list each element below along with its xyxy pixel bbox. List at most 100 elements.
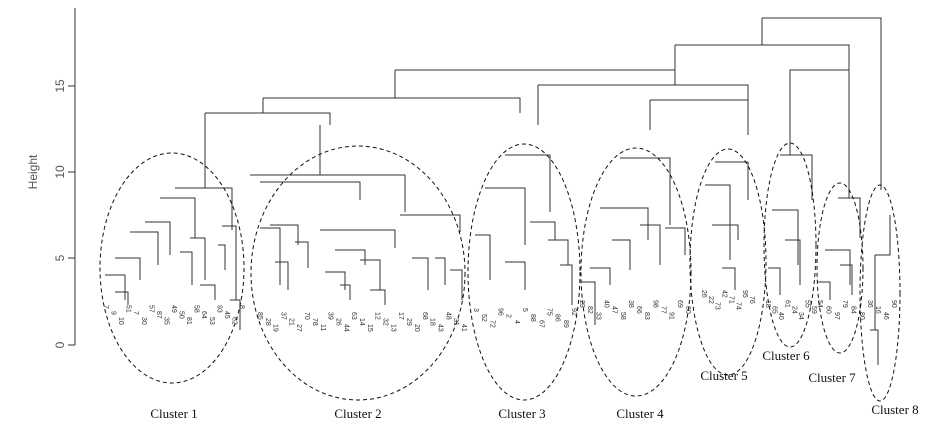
leaf-label: 72 — [488, 320, 495, 328]
leaf-label: 60 — [824, 306, 831, 314]
leaf-label: 36 — [866, 300, 873, 308]
leaf-label: 54 — [816, 300, 823, 308]
leaf-label: 41 — [460, 324, 467, 332]
leaf-label: 97 — [833, 312, 840, 320]
leaf-label: 5 — [521, 308, 528, 312]
leaf-label: 40 — [603, 300, 610, 308]
leaf-label: 50 — [178, 311, 185, 319]
cluster-3-ellipse — [467, 143, 581, 401]
cluster-7-ellipse — [816, 182, 864, 354]
leaf-label: 18 — [429, 318, 436, 326]
cluster-1-branches — [105, 187, 241, 330]
cluster-labels: Cluster 1 Cluster 2 Cluster 3 Cluster 4 … — [150, 348, 918, 421]
leaf-label: 64 — [200, 311, 207, 319]
leaf-label: 59 — [810, 306, 817, 314]
leaf-label: 68 — [421, 312, 428, 320]
cluster-1-ellipse — [99, 152, 245, 384]
leaf-label: 32 — [382, 318, 389, 326]
leaf-label: 74 — [734, 302, 741, 310]
leaf-label: 86 — [554, 314, 561, 322]
leaf-label: 22 — [707, 296, 714, 304]
cluster-8-branches — [870, 215, 891, 365]
leaf-label: 23 — [578, 300, 585, 308]
leaf-label: 57 — [147, 305, 154, 313]
y-axis-label: Height — [26, 154, 40, 189]
leaf-label: 78 — [311, 318, 318, 326]
leaf-label: 70 — [303, 312, 310, 320]
cluster-2-branches — [250, 174, 463, 305]
leaf-label: 48 — [444, 312, 451, 320]
cluster-label-1: Cluster 1 — [150, 406, 197, 421]
leaf-label: 4 — [513, 320, 520, 324]
leaf-label: 90 — [890, 300, 897, 308]
leaf-label: 52 — [480, 314, 487, 322]
cluster-label-5: Cluster 5 — [700, 368, 747, 383]
leaf-label: 11 — [319, 324, 326, 331]
leaf-label: 16 — [874, 306, 881, 314]
leaf-label: 55 — [803, 300, 810, 308]
leaf-label: 42 — [721, 290, 728, 298]
leaf-label: 51 — [125, 305, 132, 313]
leaf-label: 81 — [185, 317, 192, 325]
leaf-label: 13 — [389, 324, 396, 332]
leaf-label: 19 — [272, 324, 279, 332]
cluster-label-4: Cluster 4 — [616, 406, 664, 421]
leaf-label: 37 — [280, 312, 287, 320]
leaf-label: 38 — [627, 300, 634, 308]
leaf-label: 35 — [162, 317, 169, 325]
leaf-label: 85 — [256, 312, 263, 320]
leaf-label: 87 — [155, 311, 162, 319]
leaf-label: 26 — [335, 318, 342, 326]
leaf-label: 92 — [570, 308, 577, 316]
leaf-label: 60 — [684, 306, 691, 314]
leaf-label: 88 — [529, 314, 536, 322]
leaf-label: 77 — [660, 306, 667, 314]
leaf-label: 20 — [413, 324, 420, 332]
leaf-label: 18 — [764, 300, 771, 308]
leaf-label: 58 — [193, 305, 200, 313]
leaf-label: 73 — [714, 302, 721, 310]
leaf-label: 47 — [611, 306, 618, 314]
cluster-3-branches — [475, 154, 573, 305]
leaf-label: 3 — [472, 308, 479, 312]
leaf-label: 62 — [230, 317, 237, 325]
leaf-label: 58 — [619, 312, 626, 320]
leaf-labels: 7910517305787354950815864539345628852819… — [102, 290, 897, 332]
leaf-label: 67 — [537, 320, 544, 328]
cluster-6-ellipse — [763, 142, 817, 348]
leaf-label: 34 — [797, 312, 804, 320]
leaf-label: 14 — [358, 318, 365, 326]
cluster-6-branches — [768, 154, 813, 295]
leaf-label: 93 — [215, 305, 222, 313]
leaf-label: 84 — [850, 306, 857, 314]
y-axis: 0 5 10 15 Height — [26, 8, 76, 348]
leaf-label: 28 — [264, 318, 271, 326]
leaf-label: 46 — [882, 312, 889, 320]
leaf-label: 10 — [117, 317, 124, 325]
leaf-label: 8 — [238, 305, 245, 309]
leaf-label: 96 — [497, 308, 504, 316]
leaf-label: 95 — [741, 290, 748, 298]
y-tick-label-0: 0 — [53, 341, 67, 348]
cluster-7-branches — [818, 197, 861, 300]
cluster-4-ellipse — [580, 147, 692, 397]
leaf-label: 24 — [790, 306, 797, 314]
leaf-label: 61 — [784, 300, 791, 308]
cluster-8-ellipse — [859, 184, 901, 402]
y-tick-label-5: 5 — [53, 254, 67, 261]
y-tick-label-15: 15 — [53, 79, 67, 93]
leaf-label: 49 — [170, 305, 177, 313]
cluster-label-6: Cluster 6 — [762, 348, 810, 363]
leaf-label: 26 — [700, 290, 707, 298]
leaf-label: 82 — [586, 306, 593, 314]
leaf-label: 7 — [102, 305, 109, 309]
cluster-label-7: Cluster 7 — [808, 370, 856, 385]
leaf-label: 65 — [771, 306, 778, 314]
cluster-5-ellipse — [689, 148, 767, 376]
leaf-label: 40 — [777, 312, 784, 320]
cluster-label-3: Cluster 3 — [498, 406, 545, 421]
leaf-label: 17 — [397, 312, 404, 320]
leaf-label: 12 — [374, 312, 381, 320]
leaf-label: 44 — [342, 324, 349, 332]
cluster-ellipses — [99, 142, 901, 402]
